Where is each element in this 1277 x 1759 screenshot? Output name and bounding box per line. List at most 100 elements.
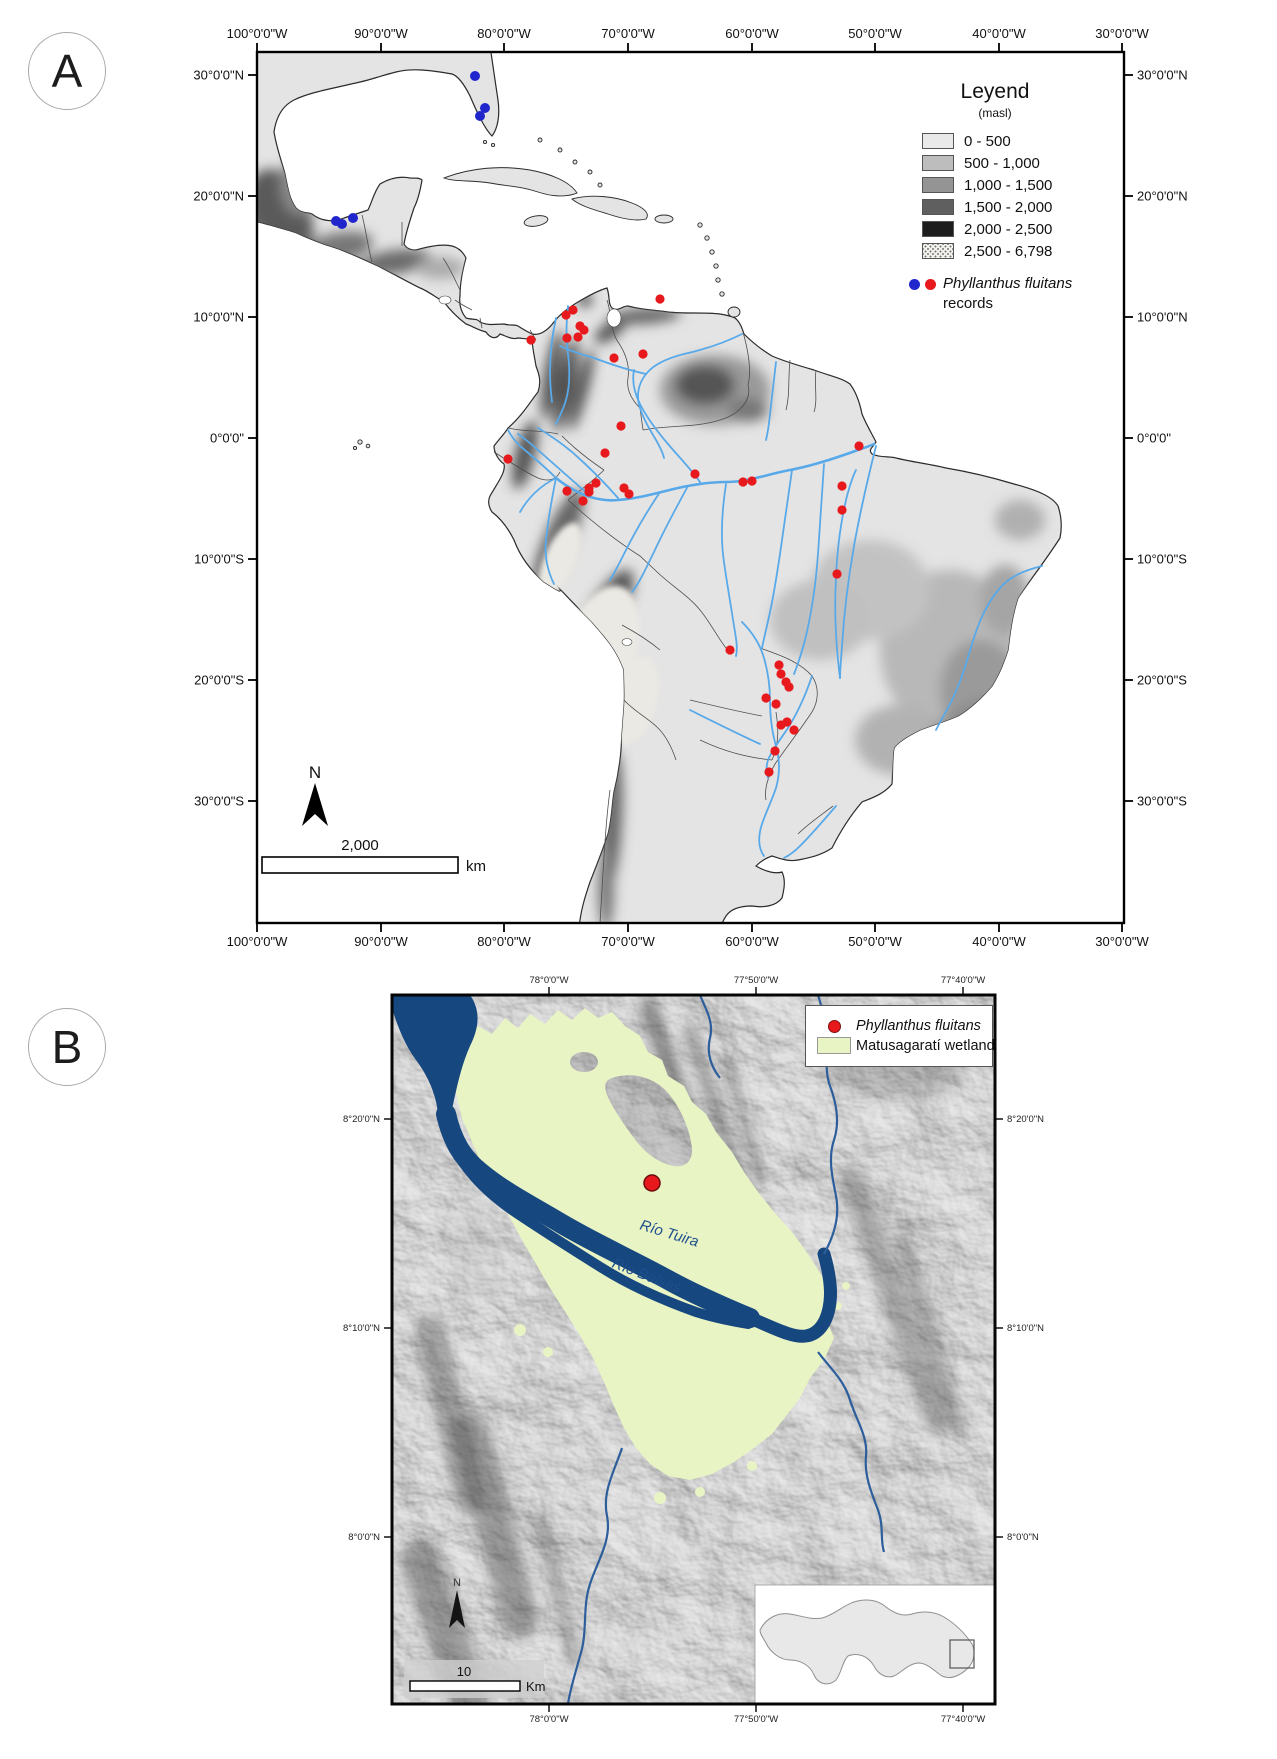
record-dot-red bbox=[591, 478, 601, 488]
lon-label-bottom: 100°0'0"W bbox=[227, 934, 288, 949]
record-dot-red bbox=[784, 682, 794, 692]
record-dot-red bbox=[638, 349, 648, 359]
cuba-island bbox=[442, 167, 578, 197]
record-dot-red bbox=[789, 725, 799, 735]
elevation-class-label: 500 - 1,000 bbox=[964, 154, 1040, 172]
record-dot-red bbox=[561, 310, 571, 320]
north-arrow-b-icon bbox=[449, 1590, 465, 1628]
lat-label-right: 20°0'0"S bbox=[1137, 673, 1187, 688]
legend-b-wetland-row: Matusagaratí wetland bbox=[812, 1037, 995, 1054]
records-suffix-label: records bbox=[943, 295, 994, 313]
wetland-swatch bbox=[817, 1037, 851, 1054]
lon-label-bottom: 60°0'0"W bbox=[725, 934, 779, 949]
rio-tuira bbox=[436, 1104, 760, 1328]
record-dot-red bbox=[747, 476, 757, 486]
scalebar-b: 10 Km bbox=[404, 1660, 546, 1698]
orinoco-river bbox=[637, 333, 743, 459]
elevation-class-row: 2,500 - 6,798 bbox=[922, 240, 1095, 262]
record-dot-red bbox=[503, 454, 513, 464]
record-dot-red bbox=[776, 669, 786, 679]
lat-label-right-b: 8°20'0"N bbox=[1007, 1114, 1044, 1125]
elevation-legend: Leyend (masl) 0 - 500 500 - 1,000 1,000 - … bbox=[895, 80, 1095, 315]
lon-label-top: 70°0'0"W bbox=[601, 26, 655, 41]
north-arrow-a-icon bbox=[302, 783, 328, 826]
elevation-classes: 0 - 500 500 - 1,000 1,000 - 1,500 1,500 - 2… bbox=[895, 130, 1095, 262]
scalebar-a-value: 2,000 bbox=[341, 837, 379, 854]
record-dot-red bbox=[624, 489, 634, 499]
scalebar-a: 2,000 km bbox=[261, 837, 486, 875]
record-dot-red bbox=[562, 333, 572, 343]
record-dot-red bbox=[562, 486, 572, 496]
lat-label-right: 30°0'0"S bbox=[1137, 794, 1187, 809]
wetland-fragments bbox=[442, 1038, 850, 1504]
lat-label-left: 10°0'0"N bbox=[193, 310, 244, 325]
lon-label-bottom: 90°0'0"W bbox=[354, 934, 408, 949]
records-species-label: Phyllanthus fluitans bbox=[943, 275, 1073, 292]
lat-label-left: 30°0'0"S bbox=[194, 794, 244, 809]
lat-label-left: 10°0'0"S bbox=[194, 552, 244, 567]
elevation-class-row: 500 - 1,000 bbox=[922, 152, 1095, 174]
galapagos-islands bbox=[357, 439, 363, 445]
record-dot-red bbox=[837, 481, 847, 491]
lon-label-top: 100°0'0"W bbox=[227, 26, 288, 41]
scalebar-b-bar bbox=[409, 1680, 521, 1692]
record-dot-red bbox=[600, 448, 610, 458]
lon-label-top: 90°0'0"W bbox=[354, 26, 408, 41]
lat-label-right-b: 8°0'0"N bbox=[1007, 1532, 1039, 1543]
lat-label-right: 30°0'0"N bbox=[1137, 68, 1188, 83]
record-dot-red bbox=[771, 699, 781, 709]
lon-label-bottom: 50°0'0"W bbox=[848, 934, 902, 949]
scalebar-b-backdrop bbox=[404, 1660, 544, 1698]
scalebar-b-unit: Km bbox=[526, 1679, 546, 1694]
frame-a bbox=[255, 50, 1126, 925]
record-dot-red bbox=[616, 421, 626, 431]
elevation-class-label: 1,500 - 2,000 bbox=[964, 198, 1053, 216]
record-dot-red bbox=[609, 353, 619, 363]
lat-label-left: 0°0'0" bbox=[210, 431, 244, 446]
graticule-labels-a: 100°0'0"W 100°0'0"W 90°0'0"W 90°0'0"W 80°0'0… bbox=[193, 26, 1187, 949]
lakes bbox=[438, 295, 633, 646]
lon-label-top-b: 77°50'0"W bbox=[734, 975, 778, 986]
record-dot-blue bbox=[475, 111, 485, 121]
tuira-estuary bbox=[392, 995, 478, 1120]
lon-label-bottom: 80°0'0"W bbox=[477, 934, 531, 949]
rio-balsas bbox=[455, 1153, 753, 1329]
lat-label-left-b: 8°0'0"N bbox=[348, 1532, 380, 1543]
record-dot-red bbox=[584, 487, 594, 497]
lat-label-left: 30°0'0"N bbox=[193, 68, 244, 83]
panel-b-label: B bbox=[28, 1008, 106, 1086]
lat-label-left-b: 8°10'0"N bbox=[343, 1323, 380, 1334]
record-dot-red bbox=[770, 746, 780, 756]
matusagarati-wetland-polygon bbox=[454, 1008, 834, 1480]
records-legend-entry: Phyllanthus fluitans records bbox=[895, 274, 1095, 315]
record-dot-red bbox=[725, 645, 735, 655]
lon-label-top: 50°0'0"W bbox=[848, 26, 902, 41]
record-dot-blue bbox=[470, 71, 480, 81]
legend-title: Leyend bbox=[960, 80, 1030, 103]
map-panel-b: Río Tuira Río Balsas N 10 Km bbox=[343, 975, 1044, 1725]
record-dot-red bbox=[690, 469, 700, 479]
lat-label-right: 10°0'0"N bbox=[1137, 310, 1188, 325]
lon-label-top: 80°0'0"W bbox=[477, 26, 531, 41]
elevation-class-row: 1,500 - 2,000 bbox=[922, 196, 1095, 218]
elevation-swatch bbox=[922, 133, 954, 149]
elevation-class-row: 1,000 - 1,500 bbox=[922, 174, 1095, 196]
lat-label-right: 10°0'0"S bbox=[1137, 552, 1187, 567]
elevation-class-row: 2,000 - 2,500 bbox=[922, 218, 1095, 240]
record-dot-red bbox=[573, 332, 583, 342]
lat-label-left: 20°0'0"N bbox=[193, 189, 244, 204]
lon-label-bottom-b: 78°0'0"W bbox=[529, 1714, 568, 1725]
lon-label-bottom: 70°0'0"W bbox=[601, 934, 655, 949]
trinidad-island bbox=[727, 306, 741, 318]
panel-a-label: A bbox=[28, 32, 106, 110]
record-dot-b-group bbox=[643, 1174, 661, 1192]
north-arrow-a: N bbox=[302, 763, 328, 826]
north-label-a: N bbox=[309, 763, 321, 782]
scalebar-a-unit: km bbox=[466, 858, 486, 875]
record-dot-red bbox=[764, 767, 774, 777]
elevation-class-row: 0 - 500 bbox=[922, 130, 1095, 152]
record-dot-red bbox=[761, 693, 771, 703]
scalebar-b-value: 10 bbox=[457, 1664, 471, 1679]
